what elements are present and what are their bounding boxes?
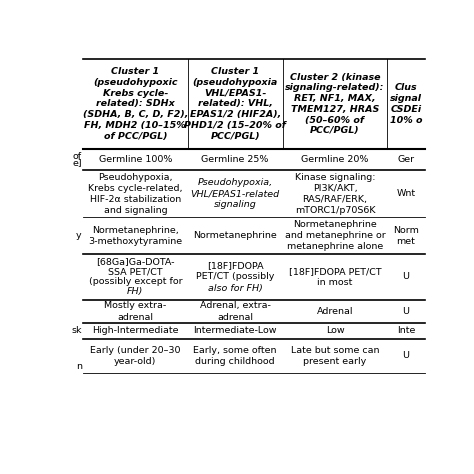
Text: y: y [76,231,82,240]
Text: Ger: Ger [397,155,415,164]
Text: (possibly except for: (possibly except for [89,277,182,286]
Text: PET/CT (possibly: PET/CT (possibly [196,272,274,281]
Text: Cluster 1
(pseudohypoxia
VHL/EPAS1-
related): VHL,
EPAS1/2 (HIF2A),
PHD1/2 (15–2: Cluster 1 (pseudohypoxia VHL/EPAS1- rela… [184,67,286,141]
Text: Adrenal: Adrenal [317,307,353,316]
Text: Germline 100%: Germline 100% [99,155,172,164]
Text: sk: sk [71,327,82,336]
Text: High-Intermediate: High-Intermediate [92,327,179,336]
Text: Germline 20%: Germline 20% [301,155,369,164]
Text: Normetanephrine
and metanephrine or
metanephrine alone: Normetanephrine and metanephrine or meta… [284,220,385,251]
Text: Low: Low [326,327,344,336]
Text: U: U [402,272,410,281]
Text: Early (under 20–30
year-old): Early (under 20–30 year-old) [90,346,181,366]
Text: Kinase signaling:
PI3K/AKT,
RAS/RAF/ERK,
mTORC1/p70S6K: Kinase signaling: PI3K/AKT, RAS/RAF/ERK,… [295,173,375,215]
Text: Norm
met: Norm met [393,226,419,246]
Text: Germline 25%: Germline 25% [201,155,269,164]
Text: Normetanephrine,
3-methoxytyramine: Normetanephrine, 3-methoxytyramine [88,226,182,246]
Text: Wnt: Wnt [396,189,416,198]
Text: Inte: Inte [397,327,415,336]
Text: e]: e] [72,158,82,167]
Text: [18F]FDOPA PET/CT
in most: [18F]FDOPA PET/CT in most [289,267,381,287]
Text: SSA PET/CT: SSA PET/CT [108,267,163,276]
Text: U: U [402,352,410,361]
Text: Cluster 2 (kinase
signaling-related):
RET, NF1, MAX,
TMEM127, HRAS
(50–60% of
PC: Cluster 2 (kinase signaling-related): RE… [285,73,384,136]
Text: Intermediate-Low: Intermediate-Low [193,327,277,336]
Text: n: n [76,363,82,372]
Text: [18F]FDOPA: [18F]FDOPA [207,261,264,270]
Text: U: U [402,307,410,316]
Text: Cluster 1
(pseudohypoxic
Krebs cycle-
related): SDHx
(SDHA, B, C, D, F2),
FH, MD: Cluster 1 (pseudohypoxic Krebs cycle- re… [82,67,188,141]
Text: Pseudohypoxia,
Krebs cycle-related,
HIF-2α stabilization
and signaling: Pseudohypoxia, Krebs cycle-related, HIF-… [88,173,182,215]
Text: Late but some can
present early: Late but some can present early [291,346,379,366]
Text: Early, some often
during childhood: Early, some often during childhood [193,346,277,366]
Text: FH): FH) [127,288,144,297]
Text: Normetanephrine: Normetanephrine [193,231,277,240]
Text: Adrenal, extra-
adrenal: Adrenal, extra- adrenal [200,301,271,321]
Text: Clus
signal
CSDEi
10% o: Clus signal CSDEi 10% o [390,83,422,125]
Text: of: of [73,152,82,161]
Text: [68Ga]Ga-DOTA-: [68Ga]Ga-DOTA- [96,257,174,266]
Text: Mostly extra-
adrenal: Mostly extra- adrenal [104,301,166,321]
Text: also for FH): also for FH) [208,283,263,292]
Text: Pseudohypoxia,
VHL/EPAS1-related
signaling: Pseudohypoxia, VHL/EPAS1-related signali… [191,178,280,210]
